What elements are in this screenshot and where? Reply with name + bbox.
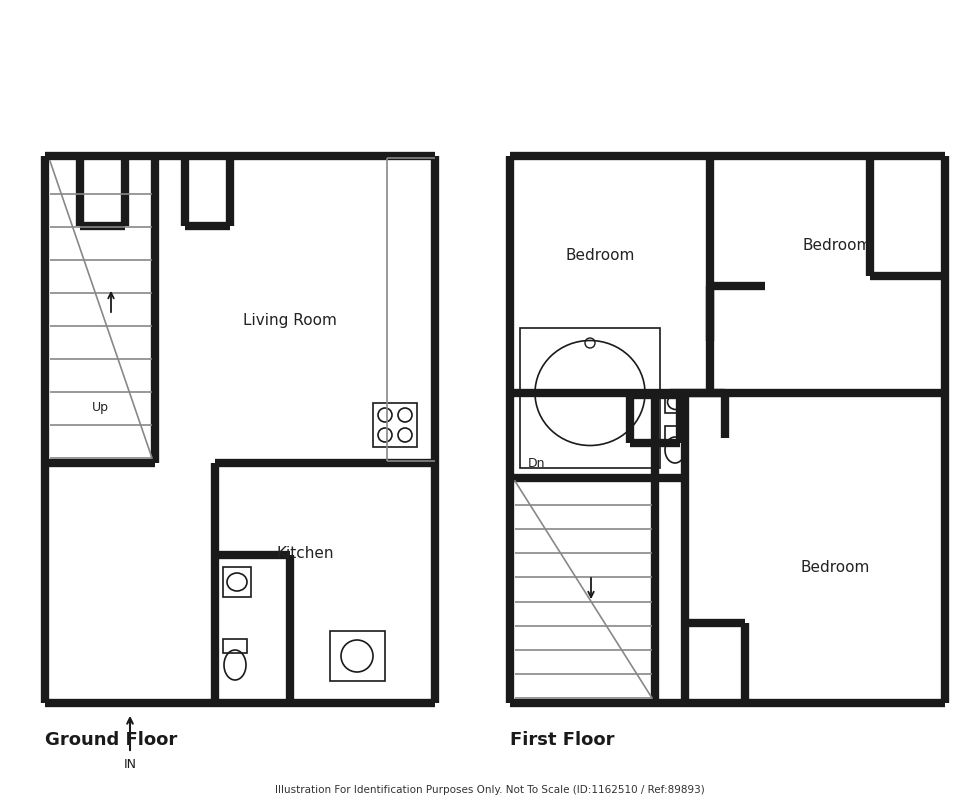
Text: Dn: Dn [528,457,546,470]
Text: IN: IN [123,758,136,771]
Text: Living Room: Living Room [243,312,337,328]
Text: Up: Up [91,401,109,414]
Text: Ground Floor: Ground Floor [45,731,177,749]
Text: Bedroom: Bedroom [565,247,635,263]
Text: Kitchen: Kitchen [276,546,334,560]
Text: Bedroom: Bedroom [801,560,869,576]
Text: Bedroom: Bedroom [803,238,871,252]
Text: Illustration For Identification Purposes Only. Not To Scale (ID:1162510 / Ref:89: Illustration For Identification Purposes… [275,785,705,795]
Text: First Floor: First Floor [510,731,614,749]
